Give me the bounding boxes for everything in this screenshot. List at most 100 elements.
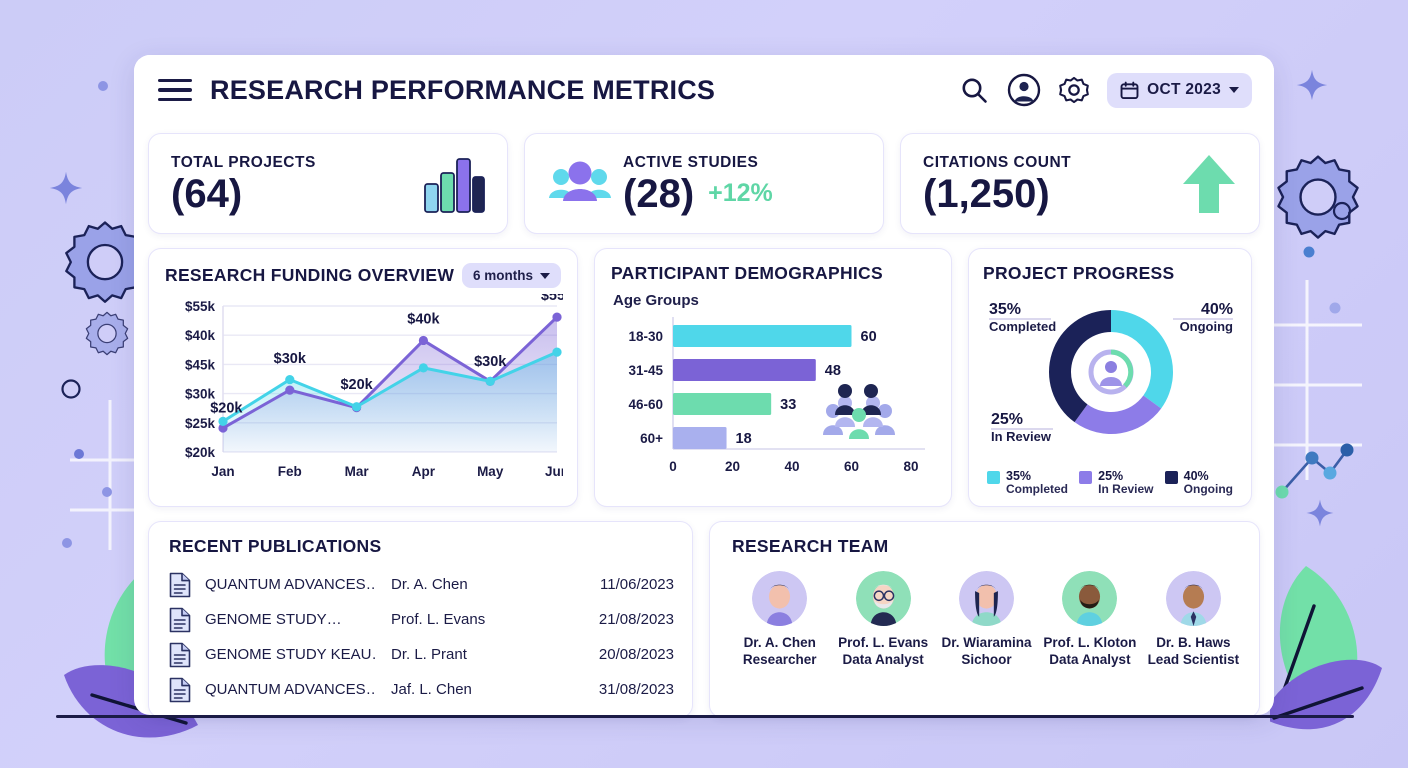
demographics-bar[interactable] — [673, 325, 852, 347]
demographics-x-tick: 20 — [725, 459, 740, 474]
team-member-role: Lead Scientist — [1147, 652, 1240, 668]
donut-segment[interactable] — [1074, 395, 1162, 434]
decor-grid-right — [1272, 280, 1362, 480]
funding-line-chart: $55k$40k$45k$30k$25k$20k$20k$30k$20k$40k… — [185, 288, 574, 479]
publication-row[interactable]: QUANTUM ADVANCES… Jaf. L. Chen 31/08/202… — [169, 672, 674, 707]
demographics-bar-value: 33 — [780, 397, 796, 413]
legend-swatch — [987, 471, 1000, 484]
progress-donut-chart: 35%Completed 25%In Review 40%Ongoing — [989, 301, 1233, 444]
funding-data-point[interactable] — [418, 363, 428, 373]
decor-sparkle-left — [49, 171, 83, 205]
user-account-icon[interactable] — [1007, 73, 1041, 107]
document-icon — [169, 607, 191, 632]
donut-callout-pct: 25% — [991, 411, 1023, 428]
date-range-label: OCT 2023 — [1147, 81, 1221, 98]
team-member-name: Prof. L. Evans — [838, 635, 929, 650]
publication-author: Jaf. L. Chen — [391, 681, 472, 698]
user-avatar-icon — [1088, 349, 1134, 395]
funding-data-point[interactable] — [218, 416, 228, 426]
avatar — [1062, 571, 1118, 626]
kpi-value: (64) — [171, 171, 243, 216]
demographics-bar-value: 60 — [861, 329, 877, 345]
calendar-icon — [1120, 81, 1139, 99]
legend-item-in-review: 25% In Review — [1079, 469, 1154, 497]
funding-y-tick: $40k — [185, 328, 216, 343]
team-member[interactable]: Prof. L. Kloton Data Analyst — [1042, 571, 1137, 669]
participant-demographics-card: PARTICIPANT DEMOGRAPHICS Age Groups 18-3… — [594, 248, 952, 507]
decor-leaves-right — [1270, 566, 1382, 730]
team-member[interactable]: Dr. A. Chen Researcher — [732, 571, 827, 669]
demographics-x-tick: 60 — [844, 459, 859, 474]
decor-sparkle-right-top — [1296, 69, 1328, 101]
publication-row[interactable]: GENOME STUDY KEAU… Dr. L. Prant 20/08/20… — [169, 637, 674, 672]
search-icon[interactable] — [959, 75, 989, 105]
legend-name: Completed — [1006, 482, 1069, 497]
donut-callout-pct: 35% — [989, 301, 1021, 318]
document-icon — [169, 572, 191, 597]
decor-left-gear-small — [85, 311, 129, 356]
funding-data-point[interactable] — [285, 385, 295, 395]
avatar — [752, 571, 808, 626]
team-member[interactable]: Dr. Wiaramina Sichoor — [939, 571, 1034, 669]
donut-callout-label: Completed — [989, 319, 1056, 334]
funding-data-point[interactable] — [285, 374, 295, 385]
demographics-title: PARTICIPANT DEMOGRAPHICS — [611, 263, 883, 283]
window-baseline — [56, 715, 1354, 718]
demographics-category-label: 60+ — [640, 431, 663, 446]
kpi-card-citations-count[interactable]: CITATIONS COUNT (1,250) — [900, 133, 1260, 234]
funding-data-point[interactable] — [552, 347, 562, 357]
demographics-bar[interactable] — [673, 359, 816, 381]
funding-x-tick: Feb — [278, 464, 302, 479]
recent-publications-card: RECENT PUBLICATIONS QUANTUM ADVANCES… Dr… — [148, 521, 693, 718]
people-cluster-icon — [823, 384, 895, 439]
legend-name: In Review — [1098, 482, 1154, 497]
team-member-name: Dr. A. Chen — [743, 635, 816, 650]
chevron-down-icon — [540, 272, 550, 279]
donut-segment[interactable] — [1111, 310, 1173, 409]
demographics-bar[interactable] — [673, 427, 727, 449]
research-funding-card: RESEARCH FUNDING OVERVIEW 6 months $55k $… — [148, 248, 578, 507]
date-range-picker[interactable]: OCT 2023 — [1107, 72, 1252, 108]
demographics-x-tick: 0 — [669, 459, 677, 474]
team-member[interactable]: Dr. B. Haws Lead Scientist — [1146, 571, 1241, 669]
gear-icon[interactable] — [1059, 75, 1089, 105]
kpi-label: CITATIONS COUNT — [923, 153, 1072, 171]
funding-y-tick: $45k — [185, 357, 216, 372]
funding-data-point[interactable] — [418, 335, 428, 346]
demographics-x-tick: 80 — [903, 459, 918, 474]
hamburger-menu-icon[interactable] — [158, 79, 192, 101]
demographics-bar[interactable] — [673, 393, 772, 415]
publication-date: 11/06/2023 — [600, 576, 674, 593]
legend-pct: 25% — [1098, 469, 1124, 483]
funding-x-tick: May — [477, 464, 504, 479]
funding-title: RESEARCH FUNDING OVERVIEW — [165, 265, 455, 285]
demographics-category-label: 18-30 — [628, 329, 663, 344]
legend-item-ongoing: 40% Ongoing — [1164, 469, 1233, 497]
funding-data-point[interactable] — [485, 376, 495, 386]
team-member[interactable]: Prof. L. Evans Data Analyst — [835, 571, 930, 669]
funding-range-dropdown[interactable]: 6 months — [461, 263, 561, 288]
publication-row[interactable]: GENOME STUDY… Prof. L. Evans 21/08/2023 — [169, 602, 674, 637]
kpi-card-active-studies[interactable]: ACTIVE STUDIES (28) +12% — [524, 133, 884, 234]
funding-data-point[interactable] — [218, 423, 228, 433]
funding-data-point[interactable] — [552, 312, 562, 322]
demographics-subtitle: Age Groups — [613, 292, 699, 309]
demographics-category-label: 31-45 — [628, 363, 663, 378]
funding-data-point[interactable] — [352, 402, 362, 412]
funding-y-tick: $30k — [185, 387, 216, 402]
publication-author: Dr. L. Prant — [391, 646, 467, 663]
decor-left-gear-large — [65, 221, 145, 303]
app-header: RESEARCH PERFORMANCE METRICS — [134, 55, 1274, 125]
publication-title: QUANTUM ADVANCES… — [205, 576, 377, 593]
publication-row[interactable]: QUANTUM ADVANCES… Dr. A. Chen 11/06/2023 — [169, 567, 674, 602]
funding-x-tick: Apr — [412, 464, 436, 479]
donut-callout-pct: 40% — [1201, 301, 1233, 318]
donut-segment[interactable] — [1049, 310, 1111, 423]
avatar — [1165, 571, 1221, 626]
kpi-card-total-projects[interactable]: TOTAL PROJECTS (64) — [148, 133, 508, 234]
funding-area — [223, 317, 557, 452]
publication-title: GENOME STUDY… — [205, 611, 342, 628]
demographics-bar-value: 48 — [825, 363, 841, 379]
funding-range-label: 6 months — [472, 268, 533, 283]
legend-swatch — [1164, 471, 1178, 484]
